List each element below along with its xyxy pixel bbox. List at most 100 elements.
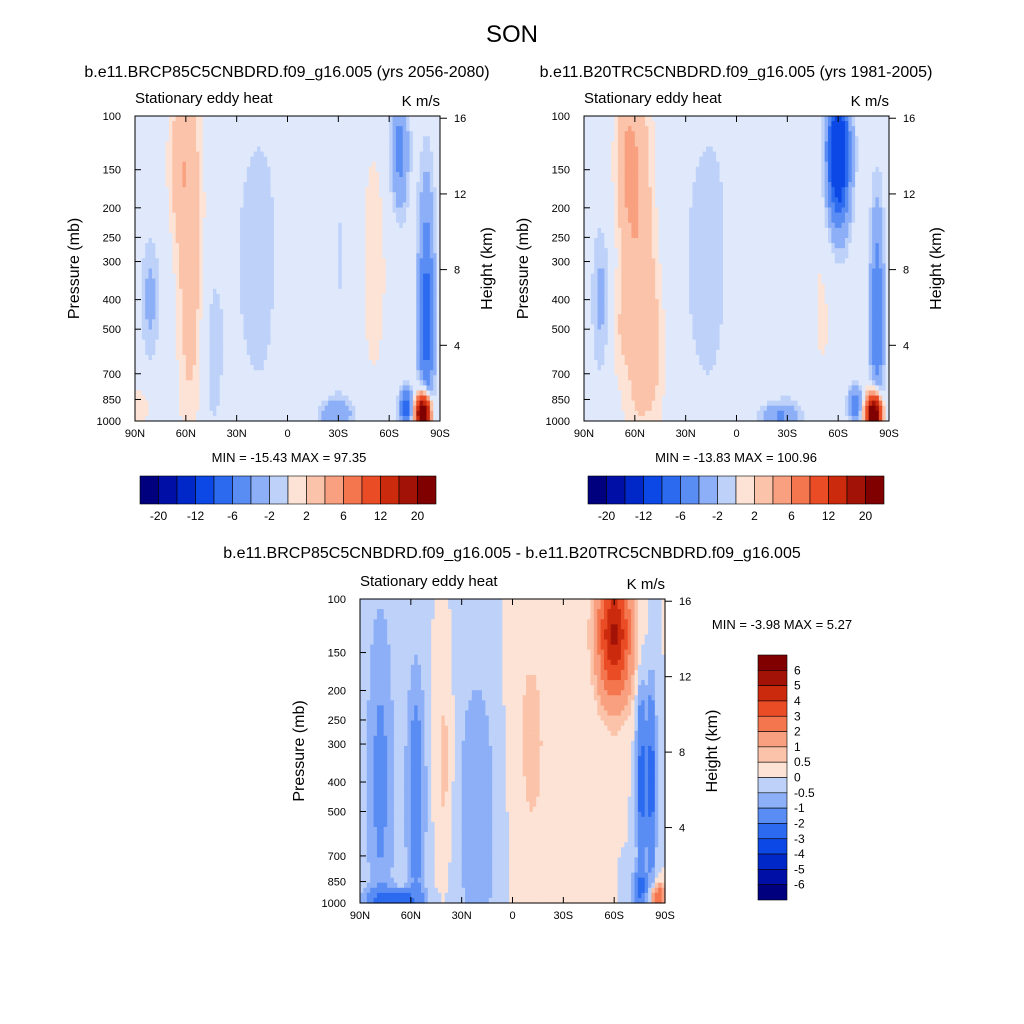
field-cell: [348, 182, 353, 188]
field-cell: [368, 187, 373, 193]
field-cell: [375, 121, 380, 127]
field-cell: [212, 227, 217, 234]
field-cell: [243, 329, 248, 336]
field-cell: [338, 339, 343, 346]
field-cell: [304, 151, 309, 158]
field-cell: [348, 177, 353, 183]
field-cell: [409, 126, 414, 132]
field-cell: [375, 151, 380, 158]
field-cell: [287, 293, 292, 300]
field-cell: [382, 299, 387, 305]
field-cell: [263, 156, 268, 163]
field-cell: [155, 344, 160, 351]
field-cell: [138, 238, 143, 244]
field-cell: [314, 177, 319, 183]
field-cell: [426, 354, 431, 361]
field-cell: [331, 334, 336, 341]
field-cell: [202, 293, 207, 300]
field-cell: [257, 171, 261, 178]
field-cell: [246, 390, 251, 397]
field-cell: [311, 222, 316, 229]
field-cell: [290, 156, 295, 163]
field-cell: [219, 304, 224, 310]
field-cell: [199, 238, 204, 244]
field-cell: [240, 131, 245, 137]
field-cell: [280, 222, 285, 229]
field-cell: [355, 146, 360, 153]
field-cell: [135, 324, 139, 331]
field-cell: [399, 385, 404, 392]
field-cell: [375, 258, 380, 265]
field-cell: [216, 349, 221, 356]
field-cell: [135, 299, 139, 305]
field-cell: [219, 243, 224, 249]
field-cell: [429, 197, 434, 204]
field-cell: [192, 222, 197, 229]
field-cell: [362, 309, 367, 315]
field-cell: [250, 177, 255, 183]
field-cell: [426, 243, 431, 249]
field-cell: [284, 273, 289, 280]
field-cell: [362, 258, 367, 265]
field-cell: [416, 329, 421, 336]
field-cell: [399, 319, 404, 326]
field-cell: [304, 187, 309, 193]
field-cell: [379, 136, 383, 143]
field-cell: [216, 166, 221, 173]
field-cell: [257, 248, 261, 254]
field-cell: [382, 197, 387, 204]
field-cell: [233, 243, 238, 249]
field-cell: [236, 156, 241, 163]
field-cell: [406, 283, 411, 290]
field-cell: [365, 268, 370, 275]
field-cell: [433, 126, 438, 132]
field-cell: [406, 171, 411, 178]
field-cell: [341, 329, 346, 336]
field-cell: [389, 156, 394, 163]
field-cell: [260, 202, 265, 209]
field-cell: [426, 151, 431, 158]
field-cell: [301, 299, 306, 305]
field-cell: [389, 344, 394, 351]
field-cell: [409, 116, 414, 122]
field-cell: [372, 339, 377, 346]
field-cell: [263, 217, 268, 224]
field-cell: [406, 156, 411, 163]
field-cell: [182, 334, 187, 341]
field-cell: [168, 197, 173, 204]
field-cell: [168, 339, 173, 346]
field-cell: [345, 248, 350, 254]
field-cell: [372, 116, 377, 122]
field-cell: [175, 278, 180, 285]
field-cell: [267, 268, 272, 275]
field-cell: [182, 227, 187, 234]
field-cell: [263, 253, 268, 259]
field-cell: [307, 197, 312, 204]
field-cell: [402, 314, 407, 320]
field-cell: [273, 202, 278, 209]
field-cell: [328, 354, 333, 361]
field-cell: [219, 390, 224, 397]
field-cell: [212, 349, 217, 356]
field-cell: [206, 324, 211, 331]
field-cell: [358, 309, 363, 315]
field-cell: [412, 171, 417, 178]
field-cell: [284, 212, 289, 219]
field-cell: [277, 166, 282, 173]
field-cell: [301, 212, 306, 219]
field-cell: [158, 288, 163, 295]
field-cell: [402, 288, 407, 295]
field-cell: [148, 288, 153, 295]
field-cell: [365, 182, 370, 188]
field-cell: [162, 116, 167, 122]
field-cell: [345, 156, 350, 163]
field-cell: [236, 166, 241, 173]
field-cell: [385, 334, 390, 341]
field-cell: [351, 354, 356, 361]
field-cell: [162, 349, 167, 356]
field-cell: [321, 166, 326, 173]
field-cell: [324, 121, 329, 127]
field-cell: [233, 385, 238, 392]
field-cell: [253, 293, 258, 300]
field-cell: [416, 253, 421, 259]
